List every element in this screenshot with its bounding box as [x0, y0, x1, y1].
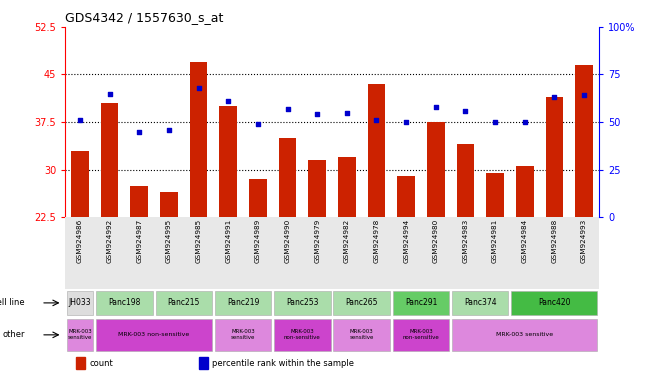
Point [549, 94, 560, 100]
Bar [456, 144, 475, 217]
Point [75, 117, 85, 123]
Bar [309, 160, 326, 217]
Text: GSM924994: GSM924994 [403, 218, 409, 263]
Bar [368, 84, 385, 217]
Text: count: count [89, 359, 113, 368]
Text: GSM924992: GSM924992 [107, 218, 113, 263]
Bar [130, 185, 148, 217]
Point [223, 98, 234, 104]
Text: GSM924985: GSM924985 [195, 218, 202, 263]
Bar [274, 291, 331, 315]
Bar [333, 319, 390, 351]
Point [163, 127, 174, 133]
Point [134, 129, 145, 135]
Text: GSM924978: GSM924978 [374, 218, 380, 263]
Text: Panc374: Panc374 [464, 298, 497, 308]
Text: GSM924981: GSM924981 [492, 218, 498, 263]
Bar [427, 122, 445, 217]
Point [253, 121, 263, 127]
Text: percentile rank within the sample: percentile rank within the sample [212, 359, 354, 368]
Text: GSM924980: GSM924980 [433, 218, 439, 263]
Point [579, 92, 589, 98]
Bar [274, 319, 331, 351]
Bar [96, 319, 212, 351]
Point [519, 119, 530, 125]
Text: GSM924990: GSM924990 [284, 218, 290, 263]
Bar [333, 291, 390, 315]
Text: Panc253: Panc253 [286, 298, 318, 308]
Text: GSM924979: GSM924979 [314, 218, 320, 263]
Text: Panc198: Panc198 [108, 298, 141, 308]
Text: MRK-003 non-sensitive: MRK-003 non-sensitive [118, 332, 189, 338]
Text: GSM924983: GSM924983 [462, 218, 469, 263]
Bar [452, 319, 598, 351]
Text: MRK-003
sensitive: MRK-003 sensitive [68, 329, 92, 340]
Bar [575, 65, 593, 217]
Text: MRK-003
non-sensitive: MRK-003 non-sensitive [402, 329, 439, 340]
Text: GSM924993: GSM924993 [581, 218, 587, 263]
Bar [71, 151, 89, 217]
Point [312, 111, 322, 118]
Text: MRK-003
sensitive: MRK-003 sensitive [350, 329, 374, 340]
Bar [452, 291, 508, 315]
Text: GDS4342 / 1557630_s_at: GDS4342 / 1557630_s_at [65, 11, 223, 24]
Bar [397, 176, 415, 217]
Bar [512, 291, 598, 315]
Bar [215, 291, 271, 315]
Bar [393, 319, 449, 351]
Bar [279, 138, 296, 217]
Text: GSM924989: GSM924989 [255, 218, 261, 263]
Text: Panc265: Panc265 [346, 298, 378, 308]
Point [104, 91, 115, 97]
Text: Panc215: Panc215 [167, 298, 200, 308]
Bar [338, 157, 355, 217]
Text: MRK-003
non-sensitive: MRK-003 non-sensitive [284, 329, 321, 340]
Bar [96, 291, 152, 315]
Text: MRK-003
sensitive: MRK-003 sensitive [231, 329, 255, 340]
Bar [546, 97, 563, 217]
Bar [393, 291, 449, 315]
Bar [66, 319, 93, 351]
Point [490, 119, 501, 125]
Point [430, 104, 441, 110]
Bar [249, 179, 267, 217]
Bar [160, 192, 178, 217]
Text: GSM924986: GSM924986 [77, 218, 83, 263]
Text: GSM924982: GSM924982 [344, 218, 350, 263]
Bar [156, 291, 212, 315]
Text: MRK-003 sensitive: MRK-003 sensitive [496, 332, 553, 338]
Text: GSM924988: GSM924988 [551, 218, 557, 263]
Bar [101, 103, 118, 217]
Bar [189, 62, 208, 217]
Text: GSM924995: GSM924995 [166, 218, 172, 263]
Text: JH033: JH033 [68, 298, 91, 308]
Text: Panc420: Panc420 [538, 298, 571, 308]
Bar [219, 106, 237, 217]
Text: other: other [3, 330, 25, 339]
Point [371, 117, 381, 123]
Point [460, 108, 471, 114]
Bar [215, 319, 271, 351]
Point [342, 109, 352, 116]
Text: cell line: cell line [0, 298, 25, 308]
Text: Panc291: Panc291 [405, 298, 437, 308]
Bar [66, 291, 93, 315]
Bar [199, 357, 208, 369]
Point [401, 119, 411, 125]
Bar [516, 167, 534, 217]
Bar [486, 173, 504, 217]
Point [283, 106, 293, 112]
Point [193, 85, 204, 91]
Text: Panc219: Panc219 [227, 298, 259, 308]
Text: GSM924987: GSM924987 [136, 218, 142, 263]
Bar [76, 357, 85, 369]
Text: GSM924991: GSM924991 [225, 218, 231, 263]
Text: GSM924984: GSM924984 [522, 218, 528, 263]
